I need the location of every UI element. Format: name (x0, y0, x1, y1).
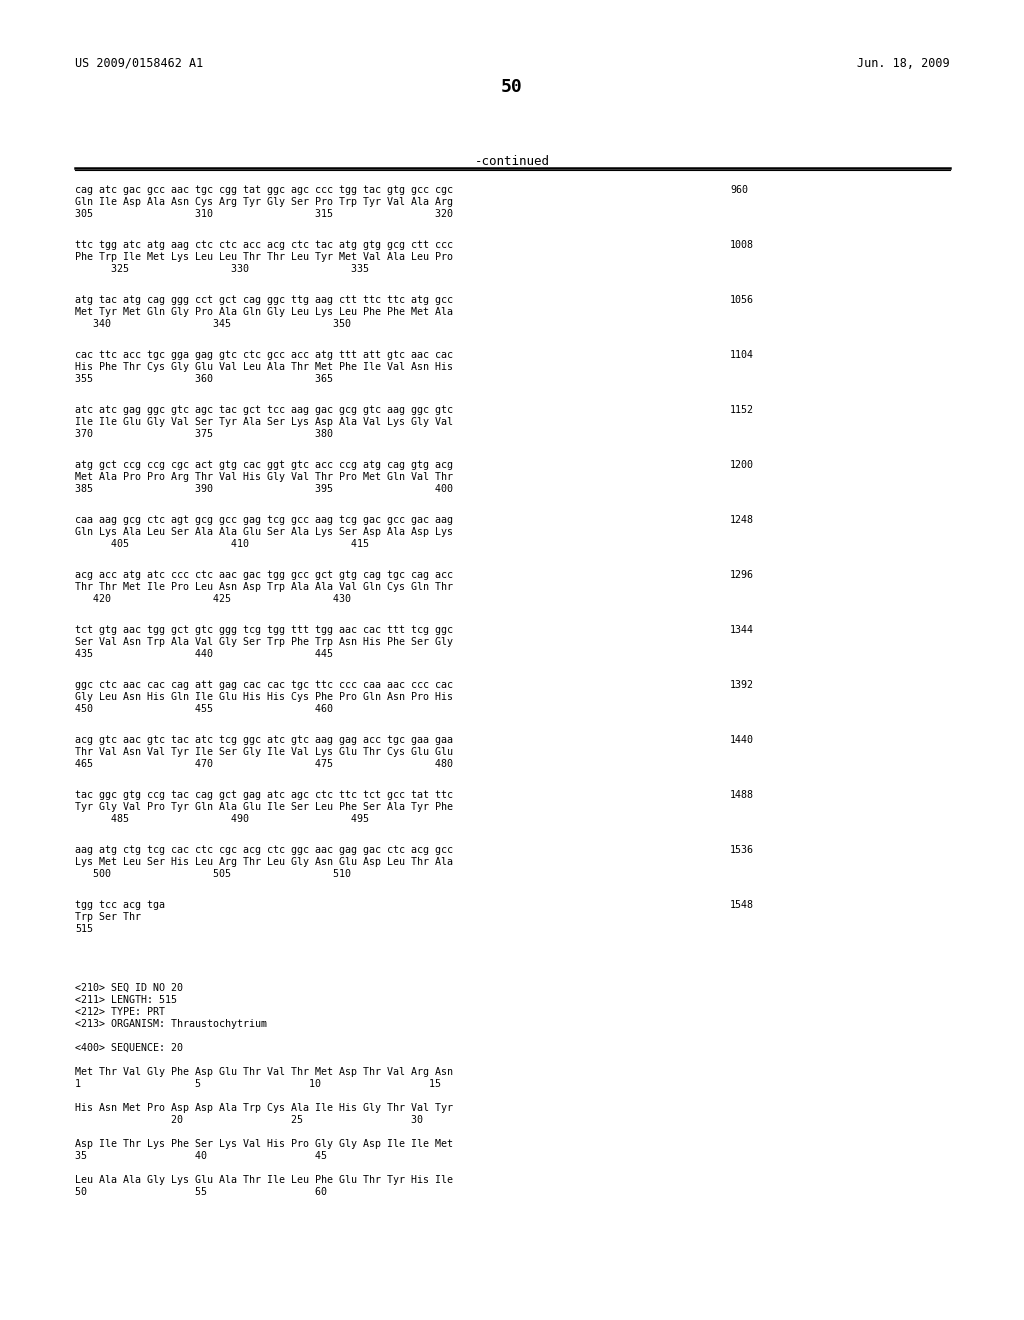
Text: Met Tyr Met Gln Gly Pro Ala Gln Gly Leu Lys Leu Phe Phe Met Ala: Met Tyr Met Gln Gly Pro Ala Gln Gly Leu … (75, 308, 453, 317)
Text: Ile Ile Glu Gly Val Ser Tyr Ala Ser Lys Asp Ala Val Lys Gly Val: Ile Ile Glu Gly Val Ser Tyr Ala Ser Lys … (75, 417, 453, 426)
Text: 1248: 1248 (730, 515, 754, 525)
Text: 305                 310                 315                 320: 305 310 315 320 (75, 209, 453, 219)
Text: <210> SEQ ID NO 20: <210> SEQ ID NO 20 (75, 983, 183, 993)
Text: Thr Thr Met Ile Pro Leu Asn Asp Trp Ala Ala Val Gln Cys Gln Thr: Thr Thr Met Ile Pro Leu Asn Asp Trp Ala … (75, 582, 453, 591)
Text: Met Thr Val Gly Phe Asp Glu Thr Val Thr Met Asp Thr Val Arg Asn: Met Thr Val Gly Phe Asp Glu Thr Val Thr … (75, 1067, 453, 1077)
Text: Trp Ser Thr: Trp Ser Thr (75, 912, 141, 921)
Text: <400> SEQUENCE: 20: <400> SEQUENCE: 20 (75, 1043, 183, 1053)
Text: <213> ORGANISM: Thraustochytrium: <213> ORGANISM: Thraustochytrium (75, 1019, 267, 1030)
Text: 1392: 1392 (730, 680, 754, 690)
Text: 960: 960 (730, 185, 748, 195)
Text: 485                 490                 495: 485 490 495 (75, 814, 369, 824)
Text: 435                 440                 445: 435 440 445 (75, 649, 333, 659)
Text: <212> TYPE: PRT: <212> TYPE: PRT (75, 1007, 165, 1016)
Text: cag atc gac gcc aac tgc cgg tat ggc agc ccc tgg tac gtg gcc cgc: cag atc gac gcc aac tgc cgg tat ggc agc … (75, 185, 453, 195)
Text: Thr Val Asn Val Tyr Ile Ser Gly Ile Val Lys Glu Thr Cys Glu Glu: Thr Val Asn Val Tyr Ile Ser Gly Ile Val … (75, 747, 453, 756)
Text: 50                  55                  60: 50 55 60 (75, 1187, 327, 1197)
Text: 500                 505                 510: 500 505 510 (75, 869, 351, 879)
Text: tgg tcc acg tga: tgg tcc acg tga (75, 900, 165, 909)
Text: <211> LENGTH: 515: <211> LENGTH: 515 (75, 995, 177, 1005)
Text: 325                 330                 335: 325 330 335 (75, 264, 369, 275)
Text: 1                   5                  10                  15: 1 5 10 15 (75, 1078, 441, 1089)
Text: cac ttc acc tgc gga gag gtc ctc gcc acc atg ttt att gtc aac cac: cac ttc acc tgc gga gag gtc ctc gcc acc … (75, 350, 453, 360)
Text: 1104: 1104 (730, 350, 754, 360)
Text: Jun. 18, 2009: Jun. 18, 2009 (857, 57, 950, 70)
Text: 450                 455                 460: 450 455 460 (75, 704, 333, 714)
Text: caa aag gcg ctc agt gcg gcc gag tcg gcc aag tcg gac gcc gac aag: caa aag gcg ctc agt gcg gcc gag tcg gcc … (75, 515, 453, 525)
Text: Lys Met Leu Ser His Leu Arg Thr Leu Gly Asn Glu Asp Leu Thr Ala: Lys Met Leu Ser His Leu Arg Thr Leu Gly … (75, 857, 453, 867)
Text: 1200: 1200 (730, 459, 754, 470)
Text: aag atg ctg tcg cac ctc cgc acg ctc ggc aac gag gac ctc acg gcc: aag atg ctg tcg cac ctc cgc acg ctc ggc … (75, 845, 453, 855)
Text: 405                 410                 415: 405 410 415 (75, 539, 369, 549)
Text: acg gtc aac gtc tac atc tcg ggc atc gtc aag gag acc tgc gaa gaa: acg gtc aac gtc tac atc tcg ggc atc gtc … (75, 735, 453, 744)
Text: 515: 515 (75, 924, 93, 935)
Text: 1344: 1344 (730, 624, 754, 635)
Text: 1008: 1008 (730, 240, 754, 249)
Text: Tyr Gly Val Pro Tyr Gln Ala Glu Ile Ser Leu Phe Ser Ala Tyr Phe: Tyr Gly Val Pro Tyr Gln Ala Glu Ile Ser … (75, 803, 453, 812)
Text: Met Ala Pro Pro Arg Thr Val His Gly Val Thr Pro Met Gln Val Thr: Met Ala Pro Pro Arg Thr Val His Gly Val … (75, 473, 453, 482)
Text: 340                 345                 350: 340 345 350 (75, 319, 351, 329)
Text: tct gtg aac tgg gct gtc ggg tcg tgg ttt tgg aac cac ttt tcg ggc: tct gtg aac tgg gct gtc ggg tcg tgg ttt … (75, 624, 453, 635)
Text: Leu Ala Ala Gly Lys Glu Ala Thr Ile Leu Phe Glu Thr Tyr His Ile: Leu Ala Ala Gly Lys Glu Ala Thr Ile Leu … (75, 1175, 453, 1185)
Text: His Phe Thr Cys Gly Glu Val Leu Ala Thr Met Phe Ile Val Asn His: His Phe Thr Cys Gly Glu Val Leu Ala Thr … (75, 362, 453, 372)
Text: 1056: 1056 (730, 294, 754, 305)
Text: US 2009/0158462 A1: US 2009/0158462 A1 (75, 57, 203, 70)
Text: Gln Ile Asp Ala Asn Cys Arg Tyr Gly Ser Pro Trp Tyr Val Ala Arg: Gln Ile Asp Ala Asn Cys Arg Tyr Gly Ser … (75, 197, 453, 207)
Text: 1296: 1296 (730, 570, 754, 579)
Text: 1488: 1488 (730, 789, 754, 800)
Text: 1536: 1536 (730, 845, 754, 855)
Text: Ser Val Asn Trp Ala Val Gly Ser Trp Phe Trp Asn His Phe Ser Gly: Ser Val Asn Trp Ala Val Gly Ser Trp Phe … (75, 638, 453, 647)
Text: Asp Ile Thr Lys Phe Ser Lys Val His Pro Gly Gly Asp Ile Ile Met: Asp Ile Thr Lys Phe Ser Lys Val His Pro … (75, 1139, 453, 1148)
Text: 1440: 1440 (730, 735, 754, 744)
Text: 1548: 1548 (730, 900, 754, 909)
Text: acg acc atg atc ccc ctc aac gac tgg gcc gct gtg cag tgc cag acc: acg acc atg atc ccc ctc aac gac tgg gcc … (75, 570, 453, 579)
Text: -continued: -continued (474, 154, 550, 168)
Text: 35                  40                  45: 35 40 45 (75, 1151, 327, 1162)
Text: atg gct ccg ccg cgc act gtg cac ggt gtc acc ccg atg cag gtg acg: atg gct ccg ccg cgc act gtg cac ggt gtc … (75, 459, 453, 470)
Text: 1152: 1152 (730, 405, 754, 414)
Text: atg tac atg cag ggg cct gct cag ggc ttg aag ctt ttc ttc atg gcc: atg tac atg cag ggg cct gct cag ggc ttg … (75, 294, 453, 305)
Text: Gly Leu Asn His Gln Ile Glu His His Cys Phe Pro Gln Asn Pro His: Gly Leu Asn His Gln Ile Glu His His Cys … (75, 692, 453, 702)
Text: Phe Trp Ile Met Lys Leu Leu Thr Thr Leu Tyr Met Val Ala Leu Pro: Phe Trp Ile Met Lys Leu Leu Thr Thr Leu … (75, 252, 453, 261)
Text: ggc ctc aac cac cag att gag cac cac tgc ttc ccc caa aac ccc cac: ggc ctc aac cac cag att gag cac cac tgc … (75, 680, 453, 690)
Text: 355                 360                 365: 355 360 365 (75, 374, 333, 384)
Text: His Asn Met Pro Asp Asp Ala Trp Cys Ala Ile His Gly Thr Val Tyr: His Asn Met Pro Asp Asp Ala Trp Cys Ala … (75, 1104, 453, 1113)
Text: atc atc gag ggc gtc agc tac gct tcc aag gac gcg gtc aag ggc gtc: atc atc gag ggc gtc agc tac gct tcc aag … (75, 405, 453, 414)
Text: 465                 470                 475                 480: 465 470 475 480 (75, 759, 453, 770)
Text: 50: 50 (501, 78, 523, 96)
Text: 420                 425                 430: 420 425 430 (75, 594, 351, 605)
Text: ttc tgg atc atg aag ctc ctc acc acg ctc tac atg gtg gcg ctt ccc: ttc tgg atc atg aag ctc ctc acc acg ctc … (75, 240, 453, 249)
Text: 20                  25                  30: 20 25 30 (75, 1115, 423, 1125)
Text: 370                 375                 380: 370 375 380 (75, 429, 333, 440)
Text: 385                 390                 395                 400: 385 390 395 400 (75, 484, 453, 494)
Text: tac ggc gtg ccg tac cag gct gag atc agc ctc ttc tct gcc tat ttc: tac ggc gtg ccg tac cag gct gag atc agc … (75, 789, 453, 800)
Text: Gln Lys Ala Leu Ser Ala Ala Glu Ser Ala Lys Ser Asp Ala Asp Lys: Gln Lys Ala Leu Ser Ala Ala Glu Ser Ala … (75, 527, 453, 537)
